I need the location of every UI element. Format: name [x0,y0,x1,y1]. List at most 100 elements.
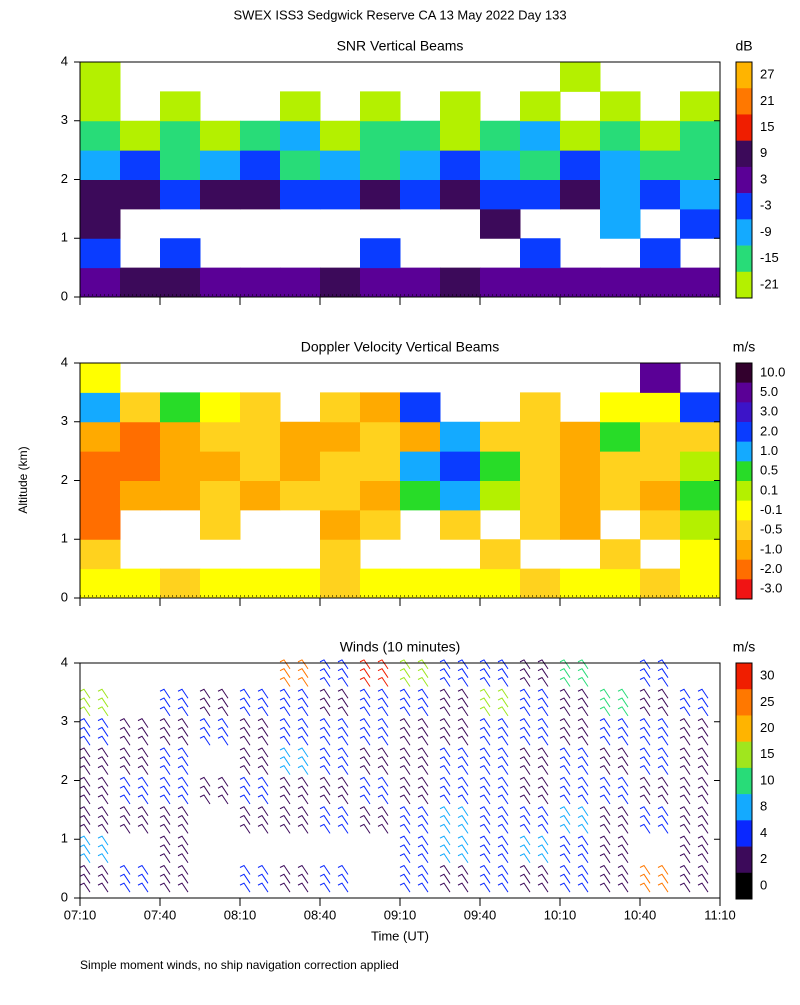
heatmap-cell [680,91,721,122]
colorbar-swatch [736,794,752,821]
wind-barb [359,659,389,687]
wind-barb [319,864,349,893]
wind-barb [279,776,309,805]
heatmap-cell [120,392,161,423]
wind-barb [79,835,109,864]
wind-barb [559,659,589,687]
wind-barb [679,747,709,775]
heatmap-cell [440,451,481,481]
heatmap-cell [440,120,481,151]
heatmap-cell [360,267,401,298]
colorbar-swatch [736,500,752,521]
heatmap-cell [280,480,321,511]
x-tick-label: 10:40 [624,907,657,922]
wind-barb [359,747,389,775]
y-tick-label: 3 [61,713,68,728]
heatmap-cell [360,421,401,452]
colorbar-swatch [736,663,752,690]
panel-title: SNR Vertical Beams [337,38,464,54]
colorbar-tick-label: 0 [760,877,767,892]
heatmap-cell [160,451,201,481]
wind-barb [519,717,549,746]
heatmap-cell [680,120,721,151]
colorbar-swatch [736,402,752,423]
heatmap-cell [520,150,561,180]
wind-barb [319,776,349,805]
wind-barb [159,806,189,834]
heatmap-cell [640,421,681,452]
wind-barb [559,717,589,746]
heatmap-cell [80,179,121,210]
wind-barb [439,688,469,717]
heatmap-cell [680,509,721,540]
heatmap-cell [520,451,561,481]
heatmap-cell [680,539,721,570]
heatmap-cell [600,179,641,210]
y-tick-label: 4 [61,354,68,369]
colorbar-swatch [736,540,752,560]
heatmap-cell [560,509,601,540]
colorbar-tick-label: 27 [760,67,774,82]
heatmap-cell [280,120,321,151]
heatmap-cell [160,238,201,269]
heatmap-cell [560,267,601,298]
heatmap-cell [520,120,561,151]
heatmap-cell [280,451,321,481]
heatmap-cell [360,451,401,481]
wind-barb [559,864,589,893]
wind-barb [359,776,389,805]
heatmap-cell [400,179,441,210]
y-tick-label: 1 [61,831,68,846]
wind-barb [399,835,429,864]
colorbar-tick-label: 25 [760,694,774,709]
heatmap-cell [320,179,361,210]
heatmap-cell [440,568,481,599]
heatmap-cell [560,179,601,210]
wind-barb [319,688,349,717]
heatmap-cell [560,120,601,151]
wind-barb [199,688,229,717]
wind-barb [519,806,549,834]
wind-barb [399,747,429,775]
heatmap-cell [120,150,161,180]
heatmap-cell [400,451,441,481]
heatmap-cell [280,267,321,298]
heatmap-cell [200,568,241,599]
heatmap-cell [640,568,681,599]
heatmap-cell [200,480,241,511]
wind-barb [439,659,469,687]
colorbar-tick-label: -0.5 [760,522,782,537]
heatmap-cell [120,568,161,599]
colorbar-tick-label: 3 [760,171,767,186]
wind-barb [679,835,709,864]
wind-barb [319,806,349,834]
colorbar-swatch [736,88,752,115]
wind-barb [119,806,149,834]
heatmap-cell [600,150,641,180]
colorbar-swatch [736,820,752,847]
heatmap [80,363,721,599]
colorbar-tick-label: -3 [760,198,772,213]
heatmap-cell [680,451,721,481]
heatmap-cell [320,568,361,599]
heatmap-cell [160,480,201,511]
heatmap-cell [600,539,641,570]
colorbar-swatch [736,193,752,220]
y-tick-label: 0 [61,889,68,904]
colorbar-swatch [736,271,752,299]
wind-barb [239,717,269,746]
wind-barb [559,747,589,775]
wind-barb [199,776,229,805]
colorbar-tick-label: 15 [760,119,774,134]
wind-barb [279,717,309,746]
wind-barb [439,806,469,834]
heatmap-cell [280,91,321,122]
heatmap-cell [480,120,521,151]
heatmap-cell [80,62,121,92]
heatmap-cell [600,120,641,151]
wind-barb [599,835,629,864]
heatmap-cell [560,451,601,481]
wind-barb [479,717,509,746]
wind-barb [399,659,429,687]
